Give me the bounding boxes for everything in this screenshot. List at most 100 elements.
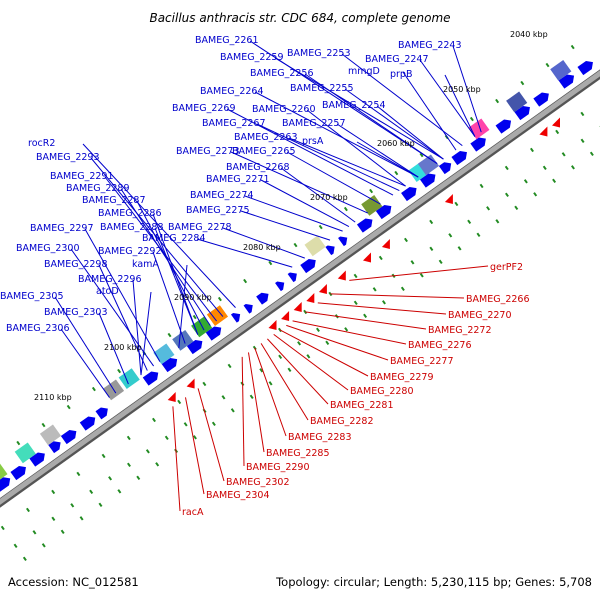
feature-block (0, 462, 8, 484)
gene-label[interactable]: BAMEG_2302 (226, 477, 290, 488)
forward-gene (356, 218, 373, 233)
gene-label[interactable]: BAMEG_2273 (176, 146, 240, 157)
scale-tick (343, 206, 348, 212)
gene-label[interactable]: rocR2 (28, 138, 55, 149)
scale-tick (315, 327, 320, 333)
gene-label[interactable]: BAMEG_2247 (365, 54, 429, 65)
gene-label[interactable]: BAMEG_2265 (232, 146, 296, 157)
gene-label[interactable]: BAMEG_2271 (206, 174, 270, 185)
forward-gene (300, 258, 316, 274)
scale-tick (514, 205, 519, 211)
gene-label[interactable]: BAMEG_2283 (288, 432, 352, 443)
gene-label[interactable]: BAMEG_2279 (370, 372, 434, 383)
scale-tick (70, 503, 75, 508)
gene-label[interactable]: BAMEG_2266 (466, 294, 530, 305)
gene-label[interactable]: atoD (96, 286, 119, 297)
feature-block (39, 424, 62, 446)
accession-text: Accession: NC_012581 (8, 575, 139, 589)
gene-label[interactable]: BAMEG_2261 (195, 35, 259, 46)
scale-label: 2070 kbp (310, 193, 348, 202)
gene-label[interactable]: BAMEG_2285 (266, 448, 330, 459)
gene-label[interactable]: BAMEG_2291 (50, 171, 114, 182)
scale-tick (98, 502, 103, 508)
gene-label[interactable]: BAMEG_2253 (287, 48, 351, 59)
leader-line (376, 105, 444, 160)
feature-block (14, 442, 36, 464)
scale-tick (32, 530, 37, 535)
gene-label[interactable]: BAMEG_2256 (250, 68, 314, 79)
gene-label[interactable]: BAMEG_2264 (200, 86, 264, 97)
gene-label[interactable]: BAMEG_2257 (282, 118, 346, 129)
gene-label[interactable]: BAMEG_2290 (246, 462, 310, 473)
gene-label[interactable]: BAMEG_2296 (78, 274, 142, 285)
gene-label[interactable]: BAMEG_2272 (428, 325, 492, 336)
gene-label[interactable]: BAMEG_2268 (226, 162, 290, 173)
leader-line (240, 210, 331, 241)
scale-tick (486, 206, 491, 211)
reverse-gene (551, 117, 560, 128)
gene-label[interactable]: BAMEG_2259 (220, 52, 284, 63)
forward-gene (256, 292, 269, 305)
gene-label[interactable]: prsA (302, 136, 324, 147)
scale-tick (164, 435, 169, 441)
leader-line (70, 248, 155, 367)
gene-label[interactable]: BAMEG_2288 (100, 222, 164, 233)
scale-tick (580, 138, 585, 144)
gene-label[interactable]: BAMEG_2276 (408, 340, 472, 351)
gene-label[interactable]: BAMEG_2284 (142, 233, 206, 244)
gene-label[interactable]: BAMEG_2282 (310, 416, 374, 427)
gene-label[interactable]: BAMEG_2281 (330, 400, 394, 411)
gene-label[interactable]: BAMEG_2275 (186, 205, 250, 216)
gene-label[interactable]: BAMEG_2305 (0, 291, 64, 302)
gene-label[interactable]: gerPF2 (490, 262, 523, 273)
reverse-gene (362, 252, 371, 263)
gene-label[interactable]: BAMEG_2280 (350, 386, 414, 397)
scale-tick (145, 449, 150, 454)
scale-tick (51, 516, 56, 522)
scale-tick (217, 296, 222, 302)
gene-label[interactable]: BAMEG_2255 (290, 83, 354, 94)
gene-label[interactable]: BAMEG_2263 (234, 132, 298, 143)
gene-label[interactable]: BAMEG_2278 (168, 222, 232, 233)
scale-tick (66, 404, 71, 410)
gene-label[interactable]: BAMEG_2254 (322, 100, 386, 111)
scale-tick (13, 543, 18, 549)
leader-line (273, 334, 349, 391)
gene-label[interactable]: mmgD (348, 66, 380, 77)
gene-label[interactable]: BAMEG_2304 (206, 490, 270, 501)
gene-label[interactable]: BAMEG_2303 (44, 307, 108, 318)
gene-label[interactable]: BAMEG_2292 (98, 246, 162, 257)
gene-label[interactable]: BAMEG_2298 (44, 259, 108, 270)
gene-label[interactable]: prpB (390, 69, 412, 80)
gene-label[interactable]: BAMEG_2277 (390, 356, 454, 367)
leader-line (305, 311, 427, 330)
gene-label[interactable]: BAMEG_2243 (398, 40, 462, 51)
scale-tick (353, 300, 358, 306)
gene-label[interactable]: BAMEG_2269 (172, 103, 236, 114)
scale-tick (293, 242, 298, 248)
scale-tick (318, 224, 323, 230)
leader-line (230, 151, 369, 214)
gene-label[interactable]: BAMEG_2297 (30, 223, 94, 234)
scale-tick (211, 421, 216, 427)
gene-label[interactable]: BAMEG_2270 (448, 310, 512, 321)
gene-label[interactable]: BAMEG_2289 (66, 183, 130, 194)
scale-tick (41, 543, 46, 548)
feature-block (361, 194, 383, 216)
scale-tick (495, 98, 500, 104)
scale-tick (79, 516, 84, 521)
gene-label[interactable]: BAMEG_2260 (252, 104, 316, 115)
gene-label[interactable]: BAMEG_2300 (16, 243, 80, 254)
gene-label[interactable]: BAMEG_2274 (190, 190, 254, 201)
scale-tick (192, 314, 197, 320)
scale-tick (454, 201, 459, 207)
gene-label[interactable]: racA (182, 507, 204, 518)
gene-label[interactable]: BAMEG_2293 (36, 152, 100, 163)
gene-label[interactable]: BAMEG_2306 (6, 323, 70, 334)
gene-label[interactable]: BAMEG_2286 (98, 208, 162, 219)
leader-line (317, 302, 447, 315)
gene-label[interactable]: BAMEG_2267 (202, 118, 266, 129)
gene-label[interactable]: kamA (132, 259, 159, 270)
gene-label[interactable]: BAMEG_2287 (82, 195, 146, 206)
